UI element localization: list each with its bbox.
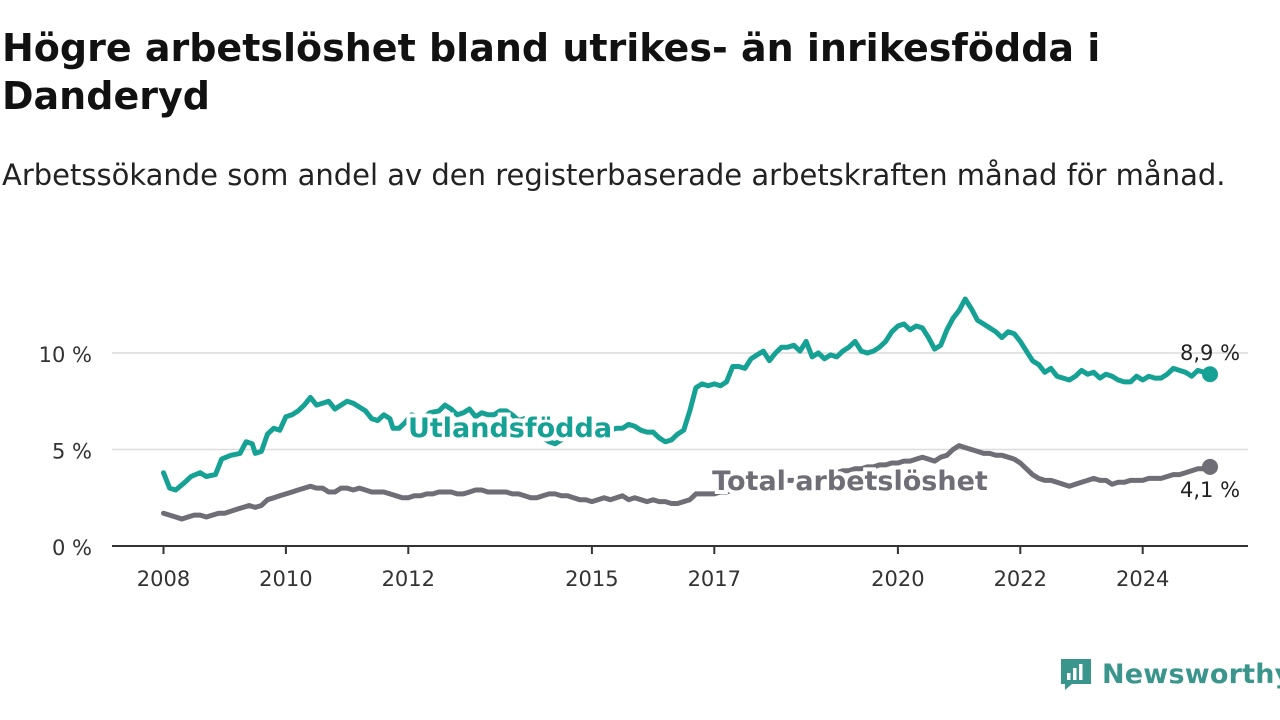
x-tick-label: 2022 (994, 567, 1047, 591)
series-end-label: 8,9 % (1180, 341, 1240, 365)
newsworthy-logo-icon (1061, 659, 1091, 690)
chart-title: Högre arbetslöshet bland utrikes- än inr… (2, 26, 1101, 118)
x-tick-label: 2024 (1116, 567, 1169, 591)
x-tick-label: 2020 (871, 567, 924, 591)
y-tick-label: 0 % (52, 536, 92, 560)
series-end-point (1202, 458, 1219, 475)
brand-name: Newsworthy (1102, 658, 1280, 690)
x-tick-label: 2010 (259, 567, 312, 591)
x-tick-label: 2012 (382, 567, 435, 591)
y-tick-label: 10 % (39, 343, 92, 367)
series-label: Total arbetslöshet (712, 466, 988, 497)
x-tick-label: 2015 (565, 567, 618, 591)
series-end-label: 4,1 % (1180, 478, 1240, 502)
series-line-total (161, 443, 1213, 522)
chart-subtitle: Arbetssökande som andel av den registerb… (2, 158, 1226, 192)
series-end-point (1202, 366, 1219, 383)
x-tick-label: 2017 (688, 567, 741, 591)
x-tick-label: 2008 (137, 567, 190, 591)
y-tick-label: 5 % (52, 440, 92, 464)
series-label: Utlandsfödda (408, 413, 612, 444)
newsworthy-brand: Newsworthy (1058, 654, 1280, 694)
series-line-utlandsfodda (161, 296, 1213, 493)
